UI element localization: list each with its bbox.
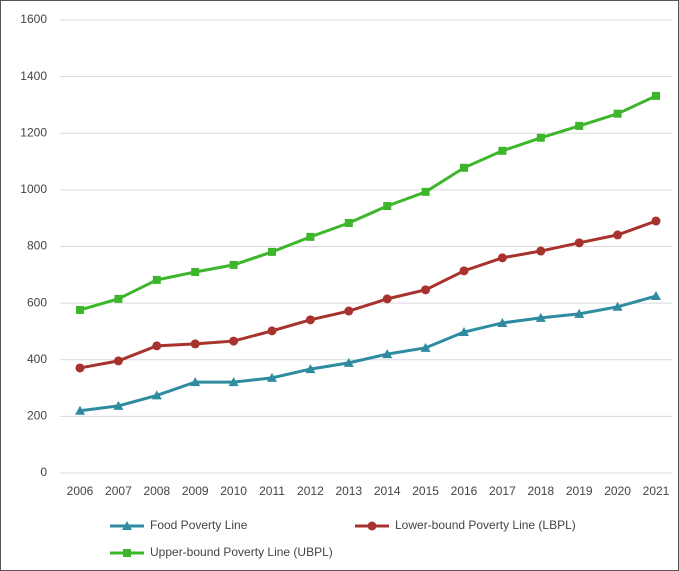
marker bbox=[536, 133, 545, 142]
x-tick-label: 2007 bbox=[105, 484, 132, 498]
x-tick-label: 2017 bbox=[489, 484, 516, 498]
x-tick-label: 2009 bbox=[182, 484, 209, 498]
y-tick-label: 600 bbox=[27, 295, 47, 309]
marker bbox=[229, 260, 238, 269]
marker bbox=[460, 163, 468, 172]
x-tick-label: 2015 bbox=[412, 484, 439, 498]
marker bbox=[228, 377, 239, 387]
legend-label: Upper-bound Poverty Line (UBPL) bbox=[150, 545, 333, 559]
marker bbox=[268, 247, 276, 256]
marker bbox=[497, 253, 507, 263]
marker bbox=[151, 390, 162, 400]
y-tick-label: 200 bbox=[27, 409, 47, 423]
marker bbox=[75, 405, 85, 415]
marker bbox=[421, 285, 431, 295]
x-tick-label: 2020 bbox=[604, 484, 631, 498]
x-tick-label: 2010 bbox=[220, 484, 247, 498]
marker bbox=[75, 363, 85, 373]
marker bbox=[152, 341, 162, 351]
marker bbox=[383, 202, 392, 211]
marker bbox=[421, 187, 430, 196]
marker bbox=[152, 275, 161, 284]
marker bbox=[344, 219, 353, 228]
legend-label: Lower-bound Poverty Line (LBPL) bbox=[395, 518, 576, 532]
marker bbox=[535, 312, 546, 322]
marker bbox=[497, 317, 508, 327]
x-tick-label: 2008 bbox=[143, 484, 170, 498]
legend-label: Food Poverty Line bbox=[150, 518, 248, 532]
marker bbox=[498, 146, 507, 155]
marker bbox=[574, 238, 584, 248]
marker bbox=[191, 267, 200, 276]
y-tick-label: 1000 bbox=[20, 182, 47, 196]
marker bbox=[267, 372, 277, 382]
marker bbox=[459, 266, 469, 276]
marker bbox=[114, 294, 123, 303]
series-line bbox=[79, 219, 657, 370]
marker bbox=[575, 121, 584, 130]
marker bbox=[343, 357, 354, 367]
marker bbox=[267, 326, 277, 336]
marker bbox=[382, 294, 392, 304]
marker bbox=[612, 301, 623, 311]
marker bbox=[382, 349, 393, 359]
marker bbox=[344, 306, 354, 316]
y-tick-label: 0 bbox=[40, 465, 47, 479]
x-tick-label: 2014 bbox=[374, 484, 401, 498]
x-tick-label: 2013 bbox=[335, 484, 362, 498]
x-tick-label: 2011 bbox=[259, 484, 285, 498]
marker bbox=[420, 342, 431, 352]
x-tick-label: 2018 bbox=[527, 484, 554, 498]
series-line bbox=[79, 294, 657, 413]
y-tick-label: 400 bbox=[27, 352, 47, 366]
marker bbox=[190, 377, 201, 387]
marker bbox=[113, 400, 124, 410]
marker bbox=[229, 336, 239, 346]
marker bbox=[305, 364, 316, 374]
y-tick-label: 1600 bbox=[20, 12, 47, 26]
x-tick-label: 2012 bbox=[297, 484, 324, 498]
x-tick-label: 2016 bbox=[451, 484, 478, 498]
marker bbox=[651, 216, 661, 226]
series-line bbox=[79, 94, 657, 312]
marker bbox=[190, 339, 200, 349]
marker bbox=[613, 230, 623, 240]
y-tick-label: 800 bbox=[27, 239, 47, 253]
marker bbox=[574, 308, 585, 318]
x-tick-label: 2019 bbox=[566, 484, 593, 498]
marker bbox=[306, 232, 315, 241]
marker bbox=[76, 305, 84, 314]
marker bbox=[123, 549, 131, 557]
y-tick-label: 1200 bbox=[20, 125, 47, 139]
x-tick-label: 2021 bbox=[643, 484, 670, 498]
x-tick-label: 2006 bbox=[67, 484, 94, 498]
marker bbox=[459, 327, 469, 337]
marker bbox=[367, 521, 377, 531]
marker bbox=[113, 356, 123, 366]
marker bbox=[122, 521, 132, 530]
marker bbox=[613, 109, 622, 118]
marker bbox=[652, 91, 660, 100]
y-tick-label: 1400 bbox=[20, 69, 47, 83]
marker bbox=[305, 315, 315, 325]
marker bbox=[536, 246, 546, 256]
marker bbox=[651, 291, 661, 301]
